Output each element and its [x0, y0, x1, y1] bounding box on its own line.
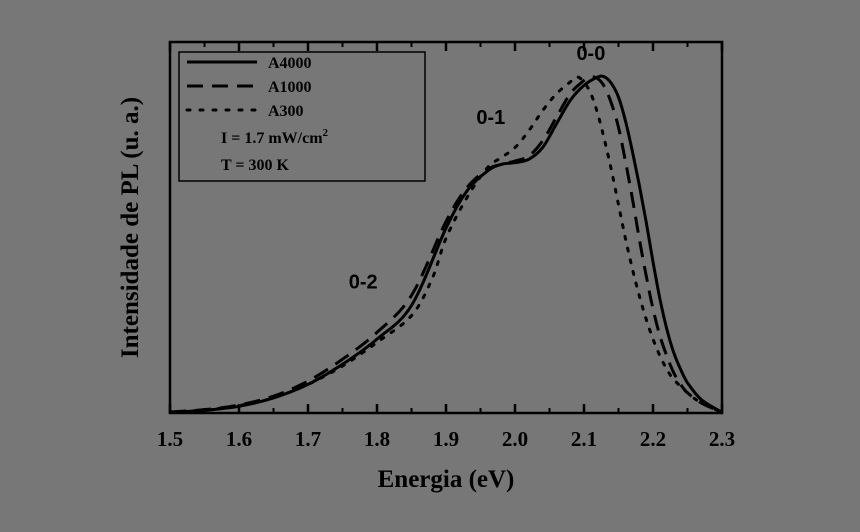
- peak-label-0-2: 0-2: [349, 272, 378, 294]
- x-axis-title: Energia (eV): [378, 466, 515, 493]
- condition-temperature: T = 300 K: [221, 157, 290, 174]
- x-tick-label: 1.8: [364, 427, 390, 451]
- x-tick-label: 2.0: [502, 427, 528, 451]
- series-layer: [168, 74, 724, 414]
- condition-intensity-superscript: 2: [323, 127, 329, 139]
- labels-layer: 1.5 1.6 1.7 1.8 1.9 2.0 2.1 2.2 2.3: [157, 427, 735, 451]
- ticks-layer: [168, 42, 724, 413]
- peak-label-0-1: 0-1: [476, 107, 505, 129]
- legend: A4000 A1000 A300 I = 1.7 mW/cm2 T = 300 K: [178, 51, 426, 182]
- x-tick-label: 2.3: [709, 427, 735, 451]
- x-tick-label: 2.1: [571, 427, 597, 451]
- series-line-a300: [168, 75, 724, 414]
- y-axis-title: Intensidade de PL (u. a.): [117, 97, 144, 358]
- condition-intensity-text: I = 1.7 mW/cm: [221, 130, 323, 147]
- x-tick-label: 1.7: [295, 427, 321, 451]
- peak-annotations: 0-0 0-1 0-2: [349, 43, 606, 293]
- legend-label-a1000: A1000: [268, 79, 312, 96]
- x-tick-label: 1.9: [433, 427, 459, 451]
- legend-label-a300: A300: [268, 103, 304, 120]
- peak-label-0-0: 0-0: [576, 43, 605, 65]
- condition-intensity: I = 1.7 mW/cm2: [221, 127, 329, 147]
- series-line-a1000: [169, 75, 723, 414]
- legend-items: A4000 A1000 A300: [185, 55, 312, 120]
- legend-box: [178, 51, 426, 182]
- x-tick-label: 1.6: [226, 427, 252, 451]
- x-tick-label: 1.5: [157, 427, 183, 451]
- x-tick-label: 2.2: [640, 427, 666, 451]
- legend-label-a4000: A4000: [268, 55, 312, 72]
- series-line-a4000: [169, 74, 723, 414]
